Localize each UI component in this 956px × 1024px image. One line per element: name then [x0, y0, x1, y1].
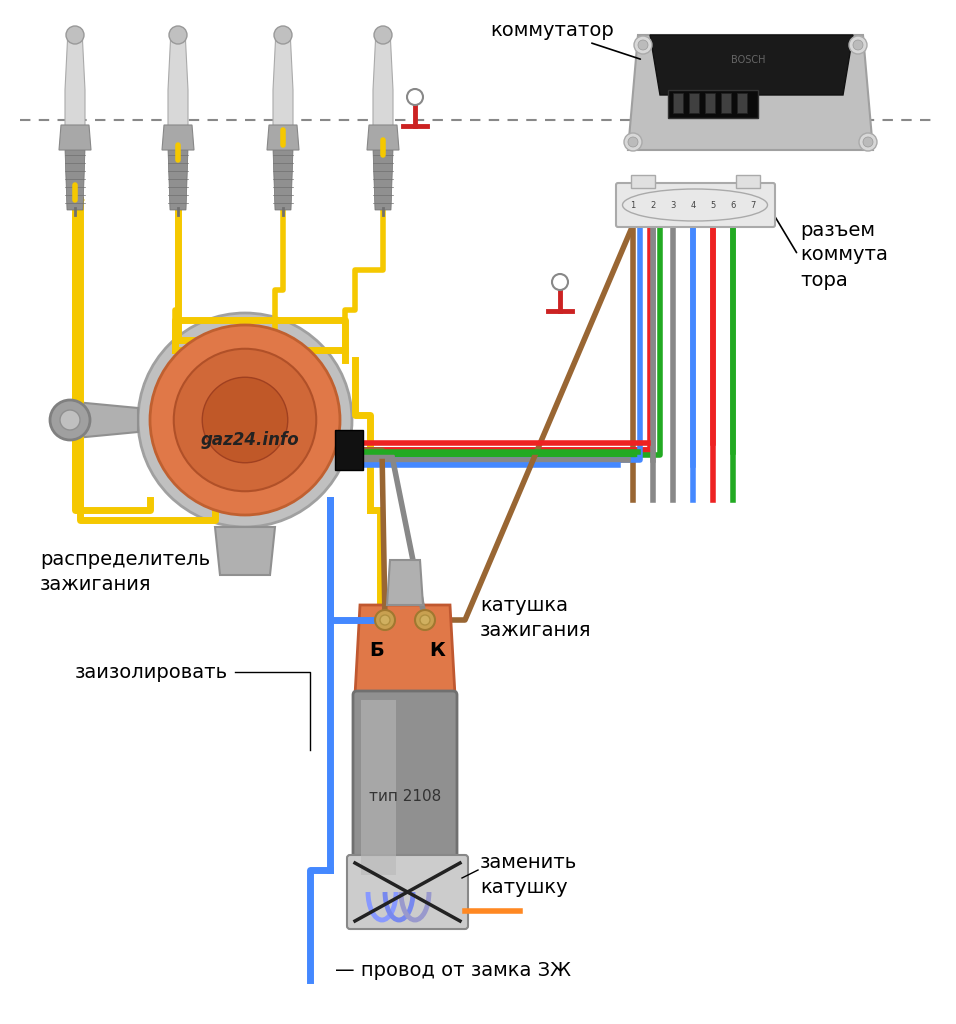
Circle shape	[380, 615, 390, 625]
Text: — провод от замка ЗЖ: — провод от замка ЗЖ	[335, 961, 571, 980]
Circle shape	[420, 615, 430, 625]
Text: Б: Б	[370, 640, 384, 659]
Bar	[721, 93, 731, 113]
Polygon shape	[65, 30, 85, 130]
Bar	[736, 175, 760, 188]
Circle shape	[138, 313, 352, 527]
FancyBboxPatch shape	[616, 183, 775, 227]
Text: 4: 4	[690, 201, 696, 210]
Text: заизолировать: заизолировать	[75, 663, 228, 682]
Circle shape	[853, 40, 863, 50]
Text: коммутатор: коммутатор	[490, 20, 641, 59]
Text: 5: 5	[710, 201, 716, 210]
Text: gaz24.info: gaz24.info	[201, 431, 299, 449]
Circle shape	[415, 610, 435, 630]
Polygon shape	[273, 30, 293, 130]
Bar	[689, 93, 699, 113]
Bar	[631, 175, 655, 188]
Bar	[705, 93, 715, 113]
Bar	[668, 90, 758, 118]
FancyBboxPatch shape	[347, 855, 468, 929]
Circle shape	[60, 410, 80, 430]
Circle shape	[375, 610, 395, 630]
Polygon shape	[59, 125, 91, 150]
Circle shape	[274, 26, 292, 44]
Circle shape	[859, 133, 877, 151]
Bar	[673, 93, 683, 113]
Circle shape	[374, 26, 392, 44]
Polygon shape	[65, 150, 85, 210]
Bar	[737, 93, 747, 113]
Text: К: К	[429, 640, 445, 659]
Circle shape	[634, 36, 652, 54]
Polygon shape	[367, 125, 399, 150]
Polygon shape	[168, 150, 188, 210]
Bar	[335, 430, 363, 470]
Polygon shape	[168, 30, 188, 130]
Text: 2: 2	[650, 201, 656, 210]
Text: катушка
зажигания: катушка зажигания	[480, 596, 592, 640]
Circle shape	[150, 325, 340, 515]
Polygon shape	[65, 402, 138, 438]
Text: заменить
катушку: заменить катушку	[480, 853, 577, 897]
Text: 6: 6	[730, 201, 736, 210]
Text: распределитель
зажигания: распределитель зажигания	[40, 550, 210, 594]
Circle shape	[66, 26, 84, 44]
Polygon shape	[355, 605, 455, 695]
Circle shape	[863, 137, 873, 147]
Circle shape	[50, 400, 90, 440]
FancyBboxPatch shape	[353, 691, 457, 884]
Bar	[361, 700, 396, 874]
Polygon shape	[387, 560, 423, 605]
Circle shape	[624, 133, 642, 151]
Circle shape	[552, 274, 568, 290]
Polygon shape	[267, 125, 299, 150]
Text: разъем
коммута
тора: разъем коммута тора	[800, 220, 888, 290]
Circle shape	[203, 377, 288, 463]
Circle shape	[174, 349, 316, 492]
Polygon shape	[215, 527, 275, 575]
Circle shape	[169, 26, 187, 44]
Circle shape	[638, 40, 648, 50]
Circle shape	[407, 89, 423, 105]
Polygon shape	[373, 30, 393, 130]
Polygon shape	[628, 35, 873, 150]
Polygon shape	[273, 150, 293, 210]
Circle shape	[628, 137, 638, 147]
Text: 3: 3	[670, 201, 676, 210]
Circle shape	[849, 36, 867, 54]
Text: 7: 7	[750, 201, 755, 210]
Text: BOSCH: BOSCH	[730, 55, 765, 65]
Polygon shape	[650, 35, 853, 95]
Text: 1: 1	[630, 201, 636, 210]
Text: тип 2108: тип 2108	[369, 790, 441, 804]
Polygon shape	[162, 125, 194, 150]
Polygon shape	[373, 150, 393, 210]
